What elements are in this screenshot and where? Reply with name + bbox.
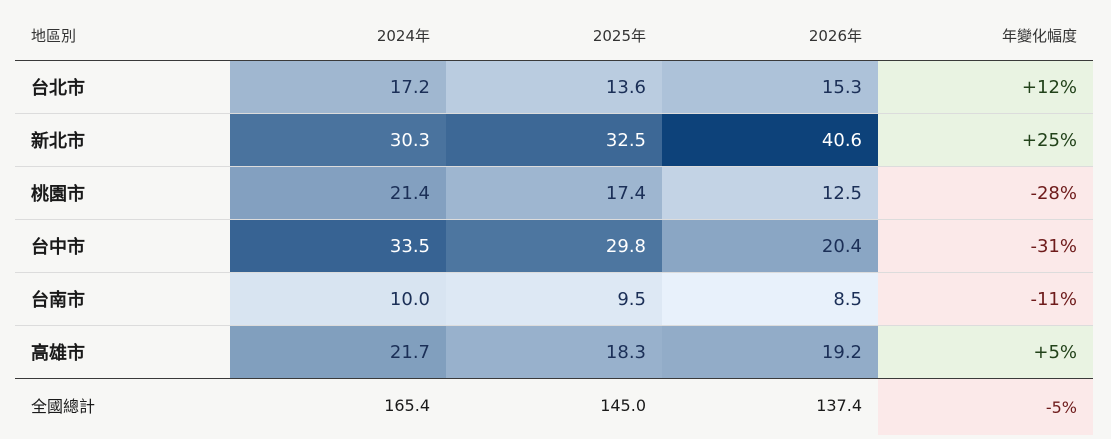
header-2026: 2026年 <box>808 26 862 45</box>
region-label: 台南市 <box>31 290 85 311</box>
region-label: 新北市 <box>31 131 85 152</box>
total-2026: 137.4 <box>816 395 862 415</box>
total-2024: 165.4 <box>384 395 430 415</box>
heat-cell: 21.7 <box>230 326 446 378</box>
change-cell: -28% <box>878 167 1093 219</box>
total-change: -5% <box>878 379 1093 435</box>
heat-cell: 21.4 <box>230 167 446 219</box>
change-cell: -11% <box>878 273 1093 325</box>
heat-cell: 33.5 <box>230 220 446 272</box>
heat-cell: 9.5 <box>446 273 662 325</box>
table-row: 台北市 17.2 13.6 15.3 +12% <box>15 61 1093 114</box>
heat-cell: 20.4 <box>662 220 878 272</box>
heat-cell: 17.2 <box>230 61 446 113</box>
heat-cell: 29.8 <box>446 220 662 272</box>
region-label: 桃園市 <box>31 184 85 205</box>
heat-cell: 32.5 <box>446 114 662 166</box>
change-cell: +5% <box>878 326 1093 378</box>
table-row: 台南市 10.0 9.5 8.5 -11% <box>15 273 1093 326</box>
header-region: 地區別 <box>31 26 77 45</box>
region-label: 高雄市 <box>31 343 85 364</box>
heat-cell: 12.5 <box>662 167 878 219</box>
table-row: 高雄市 21.7 18.3 19.2 +5% <box>15 326 1093 379</box>
heat-cell: 15.3 <box>662 61 878 113</box>
heat-cell: 30.3 <box>230 114 446 166</box>
heat-cell: 40.6 <box>662 114 878 166</box>
table-row: 台中市 33.5 29.8 20.4 -31% <box>15 220 1093 273</box>
table-row: 新北市 30.3 32.5 40.6 +25% <box>15 114 1093 167</box>
heat-cell: 18.3 <box>446 326 662 378</box>
change-cell: +12% <box>878 61 1093 113</box>
heat-cell: 10.0 <box>230 273 446 325</box>
change-cell: -31% <box>878 220 1093 272</box>
heat-cell: 8.5 <box>662 273 878 325</box>
heat-cell: 19.2 <box>662 326 878 378</box>
heatmap-table: 地區別 2024年 2025年 2026年 年變化幅度 台北市 17.2 13.6 1… <box>15 10 1093 435</box>
total-2025: 145.0 <box>600 395 646 415</box>
heat-cell: 13.6 <box>446 61 662 113</box>
total-row: 全國總計 165.4 145.0 137.4 -5% <box>15 379 1093 435</box>
heat-cell: 17.4 <box>446 167 662 219</box>
total-label: 全國總計 <box>31 397 96 416</box>
header-change: 年變化幅度 <box>1001 26 1077 45</box>
table-body: 台北市 17.2 13.6 15.3 +12% 新北市 30.3 32.5 40.6 +25% 桃園… <box>15 61 1093 379</box>
change-cell: +25% <box>878 114 1093 166</box>
header-row: 地區別 2024年 2025年 2026年 年變化幅度 <box>15 10 1093 61</box>
region-label: 台中市 <box>31 237 85 258</box>
region-label: 台北市 <box>31 78 85 99</box>
header-2025: 2025年 <box>592 26 646 45</box>
header-2024: 2024年 <box>376 26 430 45</box>
table-row: 桃園市 21.4 17.4 12.5 -28% <box>15 167 1093 220</box>
